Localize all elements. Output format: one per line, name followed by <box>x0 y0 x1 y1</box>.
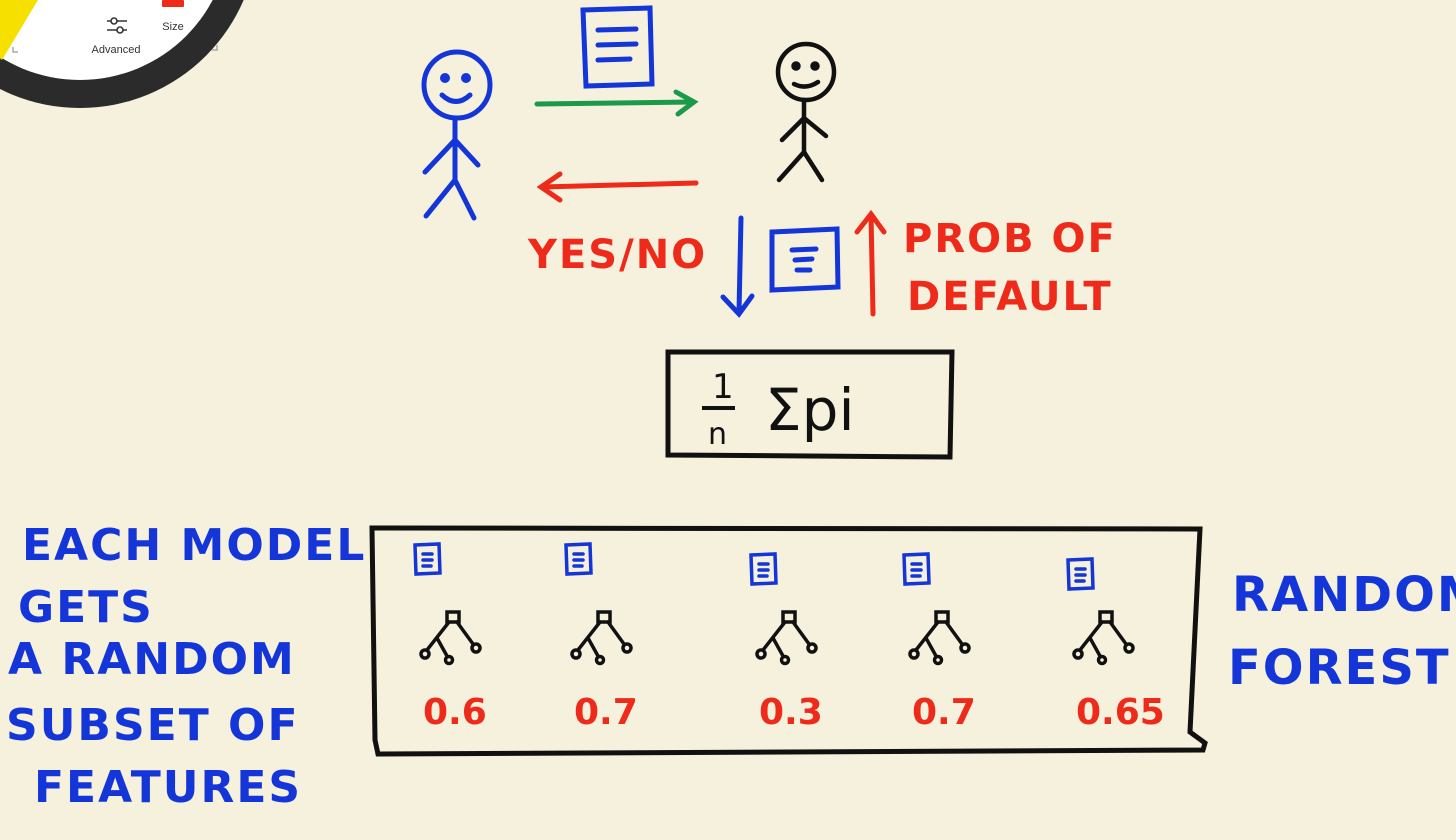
left-note-line-3: A RANDOM <box>8 634 296 685</box>
right-note-line-2: FOREST <box>1228 640 1451 696</box>
tree-leaf-node <box>570 648 582 660</box>
tree-score-label: 0.6 <box>423 692 487 733</box>
right-note-line-1: RANDOM <box>1232 567 1456 623</box>
formula-numerator: 1 <box>712 367 734 407</box>
menu-corner-right <box>212 45 218 51</box>
tree-score-label: 0.7 <box>574 692 638 733</box>
yes-no-label: YES/NO <box>527 232 707 278</box>
document-outline <box>902 552 931 586</box>
tree-branch <box>455 620 475 646</box>
green-arrow-right <box>534 89 699 117</box>
tree-root-node <box>781 610 797 624</box>
feature-subset-document-icon <box>1066 557 1095 591</box>
left-note-line-1: EACH MODEL <box>22 520 366 571</box>
feature-subset-document-icon <box>749 552 778 586</box>
small-document-icon <box>769 226 841 293</box>
tree-model: 0.65 <box>1066 557 1165 733</box>
menu-inner-disc <box>0 0 213 80</box>
tree-leaf-node <box>932 654 944 666</box>
tree-root-node <box>445 610 461 624</box>
tree-branch <box>1108 620 1128 646</box>
tree-branch <box>761 620 787 652</box>
advanced-label[interactable]: Advanced <box>91 44 141 56</box>
active-color-swatch[interactable] <box>0 0 80 60</box>
decision-tree-icon <box>570 610 633 666</box>
tree-branch <box>771 636 785 658</box>
document-outline <box>413 542 442 576</box>
tree-branch <box>914 620 940 652</box>
customer-stick-figure <box>421 49 493 221</box>
tree-branch <box>425 620 451 652</box>
tree-branch <box>1088 636 1102 658</box>
prob-of-label: PROB OF <box>903 216 1117 262</box>
size-label[interactable]: Size <box>162 21 184 33</box>
tree-leaf-node <box>1072 648 1084 660</box>
document-outline <box>1066 557 1095 591</box>
tree-score-label: 0.7 <box>912 692 976 733</box>
tree-branch <box>576 620 602 652</box>
decision-tree-icon <box>419 610 482 666</box>
tree-leaf-node <box>1123 642 1135 654</box>
application-document-icon <box>580 5 655 89</box>
decision-tree-icon <box>1072 610 1135 666</box>
tree-leaf-node <box>419 648 431 660</box>
document-outline <box>749 552 778 586</box>
decision-tree-icon <box>908 610 971 666</box>
right-note: RANDOM FOREST <box>1228 567 1456 696</box>
tree-leaf-node <box>908 648 920 660</box>
tree-branch <box>586 636 600 658</box>
tree-leaf-node <box>621 642 633 654</box>
feature-subset-document-icon <box>902 552 931 586</box>
red-arrow-left <box>536 171 699 203</box>
bank-stick-figure <box>775 41 837 183</box>
default-label: DEFAULT <box>907 274 1113 320</box>
tree-root-node <box>934 610 950 624</box>
tree-model: 0.3 <box>749 552 823 733</box>
tree-leaf-node <box>959 642 971 654</box>
document-outline <box>564 542 593 576</box>
tree-leaf-node <box>443 654 455 666</box>
tree-leaf-node <box>470 642 482 654</box>
tree-root-node <box>596 610 612 624</box>
blue-arrow-down <box>720 215 755 318</box>
radial-menu-ring <box>0 0 244 108</box>
tree-model: 0.7 <box>564 542 638 733</box>
radial-tool-menu[interactable]: Advanced Size <box>0 0 260 110</box>
tree-model: 0.6 <box>413 542 487 733</box>
tree-leaf-node <box>594 654 606 666</box>
tree-leaf-node <box>755 648 767 660</box>
tree-model: 0.7 <box>902 552 976 733</box>
left-note-line-4: SUBSET OF <box>6 700 300 751</box>
tree-branch <box>944 620 964 646</box>
tree-branch <box>791 620 811 646</box>
forest-models: 0.6 0.7 0.3 0.7 0.65 <box>413 542 1165 733</box>
formula-box: 1 n Σpi <box>665 349 955 460</box>
formula-denominator: n <box>708 417 727 452</box>
feature-subset-document-icon <box>413 542 442 576</box>
tree-branch <box>924 636 938 658</box>
tree-score-label: 0.65 <box>1076 692 1165 733</box>
tree-branch <box>1078 620 1104 652</box>
forest-box <box>369 525 1208 757</box>
left-note: EACH MODEL GETS A RANDOM SUBSET OF FEATU… <box>6 520 366 813</box>
sliders-icon[interactable] <box>105 16 129 36</box>
tree-branch <box>606 620 626 646</box>
tree-leaf-node <box>1096 654 1108 666</box>
size-icon[interactable] <box>162 0 184 12</box>
left-note-line-2: GETS <box>18 582 154 633</box>
feature-subset-document-icon <box>564 542 593 576</box>
left-note-line-5: FEATURES <box>34 762 302 813</box>
menu-corner-left <box>12 47 18 53</box>
decision-tree-icon <box>755 610 818 666</box>
tree-leaf-node <box>779 654 791 666</box>
tree-root-node <box>1098 610 1114 624</box>
tree-leaf-node <box>806 642 818 654</box>
formula-sum: Σpi <box>765 376 855 444</box>
red-arrow-up <box>854 209 887 317</box>
tree-branch <box>435 636 449 658</box>
tree-score-label: 0.3 <box>759 692 823 733</box>
